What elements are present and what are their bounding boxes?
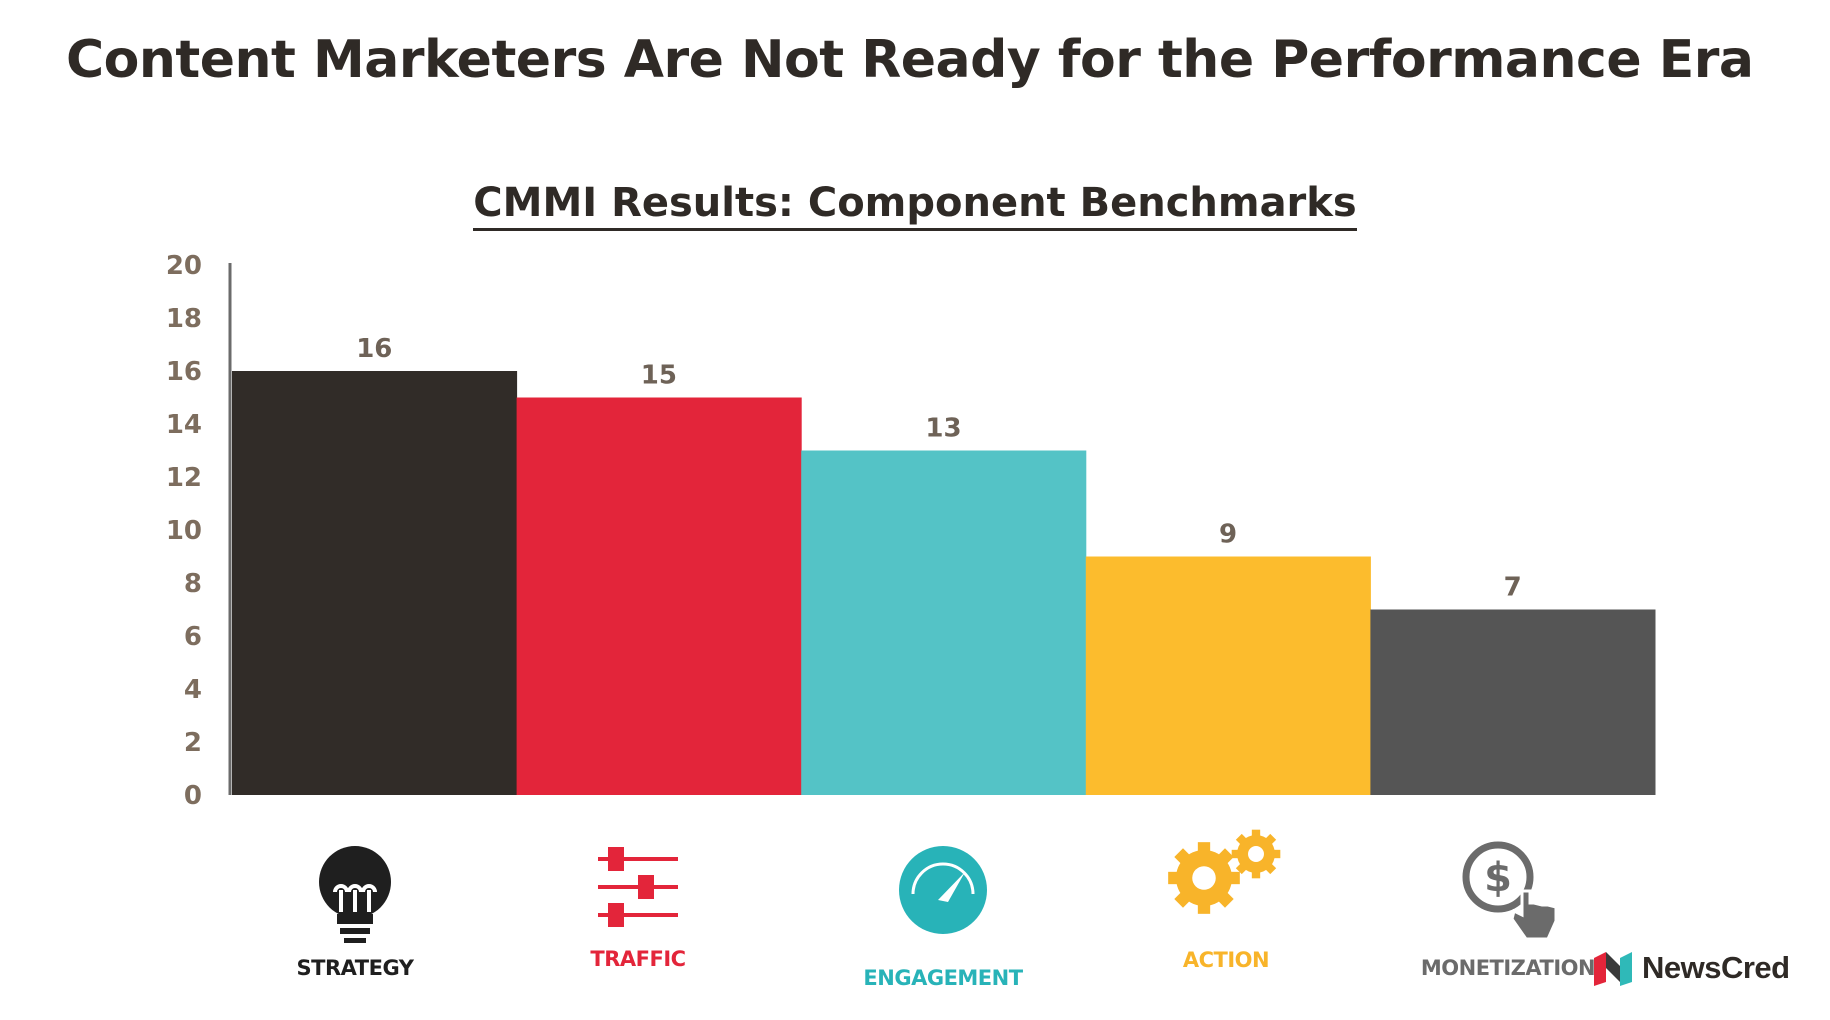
y-tick-label: 10 [166,516,202,546]
dollar-click-icon: $ [1462,841,1558,941]
chart-title: CMMI Results: Component Benchmarks [0,180,1830,231]
brand-name: NewsCred [1642,950,1790,985]
y-tick-label: 14 [166,410,202,440]
data-label: 13 [925,414,961,444]
data-label: 7 [1504,573,1522,603]
gauge-icon [899,846,987,934]
bar-engagement [801,450,1087,795]
category-label-engagement: ENGAGEMENT [863,966,1023,990]
data-label: 16 [356,334,392,364]
y-tick-label: 18 [166,304,202,334]
y-tick-label: 8 [184,569,202,599]
bar-traffic [516,397,802,795]
bar-monetization [1370,609,1656,795]
y-tick-label: 0 [184,781,202,811]
lightbulb-icon [319,846,391,943]
data-label: 15 [641,361,677,391]
category-label-monetization: MONETIZATION [1421,956,1595,980]
y-tick-label: 20 [166,251,202,281]
y-tick-label: 6 [184,622,202,652]
y-tick-label: 16 [166,357,202,387]
category-label-action: ACTION [1183,948,1269,972]
data-label: 9 [1219,520,1237,550]
bar-strategy [232,371,518,795]
gears-icon [1168,829,1281,914]
category-label-strategy: STRATEGY [297,956,415,980]
brand-logo: NewsCred [1592,948,1790,988]
newscred-logo-icon [1594,952,1632,986]
y-tick-label: 2 [184,728,202,758]
y-tick-label: 4 [184,675,202,705]
category-label-traffic: TRAFFIC [590,947,685,971]
y-tick-label: 12 [166,463,202,493]
bar-action [1085,556,1371,795]
svg-text:$: $ [1484,855,1512,901]
page-title: Content Marketers Are Not Ready for the … [66,30,1754,90]
sliders-icon [598,847,678,927]
